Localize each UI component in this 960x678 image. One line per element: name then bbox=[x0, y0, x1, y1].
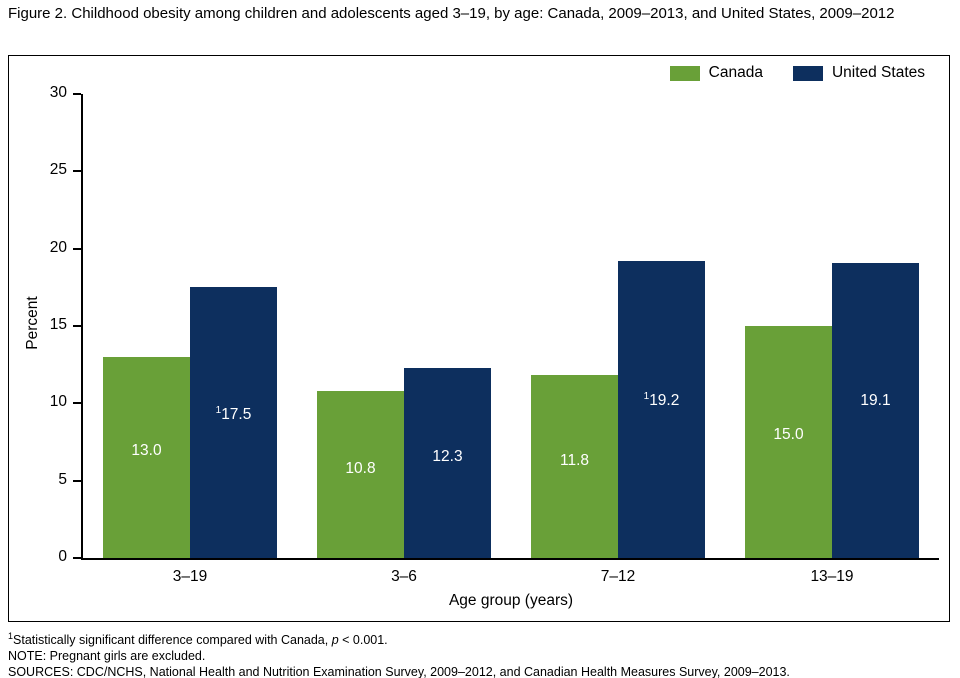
bar-canada-3-19 bbox=[103, 356, 190, 558]
bar-canada-3-6 bbox=[317, 390, 404, 558]
y-tick-label: 30 bbox=[49, 84, 67, 101]
chart-box: Canada United States Percent Age group (y… bbox=[8, 55, 950, 622]
y-tick-label: 15 bbox=[49, 316, 67, 333]
bar-label-canada-7-12: 11.8 bbox=[559, 452, 590, 470]
y-tick-label: 5 bbox=[58, 470, 67, 488]
bar-label-canada-3-6: 10.8 bbox=[345, 460, 376, 478]
y-tick-mark bbox=[73, 170, 81, 173]
legend-item-canada: Canada bbox=[669, 64, 763, 82]
bar-united-states-3-19 bbox=[190, 287, 277, 558]
bar-united-states-13-19 bbox=[832, 262, 919, 558]
legend-label-united-states: United States bbox=[831, 64, 925, 81]
y-axis-line bbox=[81, 94, 83, 560]
y-tick-label: 20 bbox=[49, 238, 67, 256]
footnotes: 1Statistically significant difference co… bbox=[8, 628, 956, 678]
x-axis-line bbox=[81, 558, 939, 560]
y-tick-mark bbox=[73, 325, 81, 327]
footnote-sources: SOURCES: CDC/NCHS, National Health and N… bbox=[8, 665, 790, 678]
bar-united-states-3-6 bbox=[404, 367, 491, 558]
figure-title: Figure 2. Childhood obesity among childr… bbox=[8, 5, 895, 22]
bar-label-united-states-3-19: 117.5 bbox=[215, 404, 252, 423]
legend-label-canada: Canada bbox=[708, 64, 763, 81]
legend-item-united-states: United States bbox=[792, 64, 925, 82]
y-tick-mark bbox=[73, 479, 81, 482]
x-axis-title: Age group (years) bbox=[448, 592, 574, 609]
y-tick-label: 25 bbox=[49, 161, 67, 179]
footnote-significance: 1Statistically significant difference co… bbox=[8, 631, 388, 648]
y-tick-mark bbox=[73, 93, 81, 95]
bar-label-canada-13-19: 15.0 bbox=[773, 426, 804, 444]
footnote-note: NOTE: Pregnant girls are excluded. bbox=[8, 649, 206, 664]
bar-label-united-states-7-12: 119.2 bbox=[643, 390, 680, 409]
legend: Canada United States bbox=[669, 64, 925, 82]
bar-canada-7-12 bbox=[531, 375, 618, 558]
footnote-superscript: 1 bbox=[8, 631, 14, 641]
x-category-label-13-19: 13–19 bbox=[810, 568, 854, 585]
x-category-label-3-19: 3–19 bbox=[172, 568, 208, 585]
bar-united-states-7-12 bbox=[618, 261, 705, 558]
x-category-label-7-12: 7–12 bbox=[600, 568, 636, 585]
bar-label-united-states-13-19: 19.1 bbox=[860, 392, 891, 410]
y-tick-mark bbox=[73, 402, 81, 405]
bar-label-united-states-3-6: 12.3 bbox=[432, 448, 463, 466]
x-category-label-3-6: 3–6 bbox=[391, 568, 417, 585]
y-tick-mark bbox=[73, 247, 81, 250]
legend-swatch-united-states bbox=[792, 65, 823, 81]
bar-canada-13-19 bbox=[745, 326, 832, 558]
bar-label-canada-3-19: 13.0 bbox=[131, 442, 162, 460]
y-tick-mark bbox=[73, 557, 81, 559]
legend-swatch-canada bbox=[669, 65, 700, 81]
y-tick-label: 10 bbox=[49, 393, 67, 411]
y-tick-label: 0 bbox=[58, 548, 67, 565]
